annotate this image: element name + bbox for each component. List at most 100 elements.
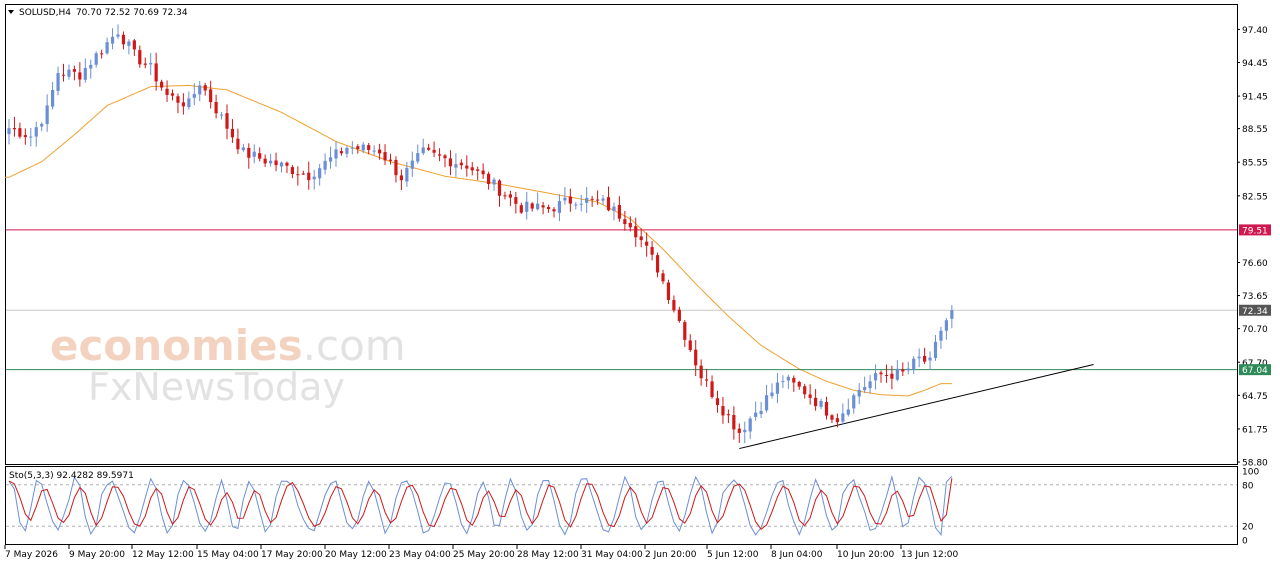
candle[interactable] [285, 161, 289, 174]
candle[interactable] [279, 161, 284, 173]
candle[interactable] [645, 232, 649, 257]
candle[interactable] [465, 155, 469, 177]
candle[interactable] [814, 389, 818, 411]
candle[interactable] [514, 192, 518, 214]
candle[interactable] [928, 351, 932, 370]
candle[interactable] [356, 144, 360, 154]
candle[interactable] [89, 59, 93, 79]
candle[interactable] [764, 384, 769, 413]
candle[interactable] [786, 374, 790, 389]
candle[interactable] [94, 51, 98, 68]
candle[interactable] [367, 142, 371, 155]
candle[interactable] [552, 207, 556, 218]
candle[interactable] [579, 195, 583, 212]
candle[interactable] [743, 421, 747, 444]
candle[interactable] [307, 161, 311, 190]
candle[interactable] [906, 361, 910, 375]
candle[interactable] [110, 28, 115, 50]
candle[interactable] [830, 414, 834, 424]
candle[interactable] [459, 159, 463, 170]
candle[interactable] [606, 186, 611, 212]
candle[interactable] [650, 241, 654, 261]
candle[interactable] [323, 153, 327, 175]
candle[interactable] [917, 348, 921, 368]
candle[interactable] [61, 63, 66, 82]
candle[interactable] [236, 128, 240, 154]
candle[interactable] [448, 150, 453, 176]
candle[interactable] [710, 375, 714, 399]
trendline[interactable] [739, 364, 1094, 450]
candle[interactable] [127, 39, 131, 55]
candle[interactable] [432, 141, 436, 158]
candle[interactable] [770, 383, 774, 399]
candle[interactable] [541, 201, 545, 215]
candle[interactable] [923, 347, 927, 365]
candle[interactable] [132, 38, 136, 56]
candle[interactable] [437, 148, 442, 162]
candle[interactable] [939, 326, 943, 349]
candle[interactable] [78, 62, 82, 87]
candle[interactable] [116, 24, 120, 39]
candle[interactable] [121, 31, 126, 50]
candle[interactable] [824, 396, 829, 420]
candle[interactable] [726, 409, 730, 424]
candle[interactable] [775, 372, 780, 404]
candle[interactable] [187, 91, 191, 110]
candle[interactable] [672, 295, 676, 313]
candle[interactable] [628, 216, 632, 232]
candle[interactable] [557, 194, 562, 222]
candle[interactable] [296, 166, 300, 186]
candle[interactable] [819, 398, 823, 410]
candle[interactable] [443, 154, 447, 168]
candle[interactable] [427, 143, 431, 151]
candle[interactable] [601, 194, 605, 205]
candle[interactable] [154, 52, 158, 91]
candle[interactable] [901, 362, 905, 377]
candle[interactable] [252, 144, 256, 164]
candle[interactable] [138, 45, 142, 68]
candle[interactable] [476, 166, 480, 180]
candle[interactable] [214, 94, 218, 119]
candle[interactable] [219, 112, 224, 120]
candle[interactable] [863, 376, 867, 393]
candle[interactable] [912, 356, 916, 374]
candle[interactable] [623, 210, 627, 231]
candle[interactable] [225, 104, 229, 140]
candle[interactable] [165, 80, 169, 102]
candle[interactable] [383, 144, 387, 166]
candle[interactable] [203, 82, 207, 96]
candle[interactable] [754, 401, 758, 421]
candle[interactable] [105, 37, 109, 55]
candle[interactable] [12, 116, 17, 137]
candle[interactable] [181, 93, 185, 115]
candle[interactable] [100, 49, 104, 59]
candle[interactable] [492, 177, 496, 191]
candle[interactable] [737, 423, 741, 443]
candle[interactable] [405, 161, 409, 187]
candle[interactable] [170, 89, 175, 101]
candle[interactable] [612, 202, 616, 221]
candle[interactable] [677, 306, 681, 323]
candle[interactable] [933, 334, 938, 361]
candle[interactable] [530, 202, 534, 212]
candle[interactable] [781, 375, 785, 389]
candle[interactable] [617, 196, 621, 222]
candle[interactable] [394, 156, 398, 183]
candle[interactable] [481, 163, 485, 179]
candle[interactable] [290, 165, 294, 179]
candle[interactable] [721, 397, 725, 424]
candle[interactable] [835, 413, 839, 428]
candle[interactable] [29, 127, 33, 147]
candle[interactable] [808, 384, 812, 405]
candle[interactable] [361, 142, 365, 153]
candle[interactable] [274, 152, 278, 172]
candle[interactable] [857, 382, 861, 405]
candle[interactable] [301, 170, 305, 175]
candle[interactable] [868, 375, 872, 394]
candle[interactable] [209, 80, 213, 109]
candle[interactable] [83, 58, 87, 83]
candle[interactable] [339, 147, 344, 156]
candle[interactable] [143, 57, 147, 69]
candle[interactable] [388, 153, 393, 165]
candle[interactable] [661, 269, 665, 285]
